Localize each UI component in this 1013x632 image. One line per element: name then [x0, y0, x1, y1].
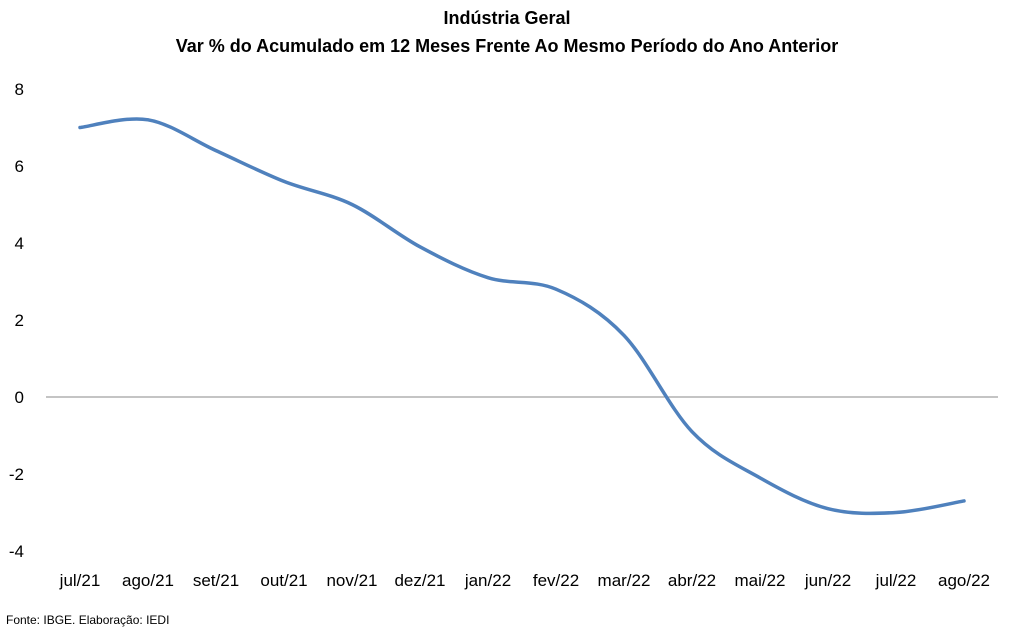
y-tick-label: 6 — [15, 157, 24, 176]
x-tick-label: set/21 — [193, 571, 239, 590]
data-point-nov-21 — [350, 203, 354, 206]
x-tick-label: ago/21 — [122, 571, 174, 590]
data-point-jul-22 — [894, 511, 898, 514]
data-point-ago-21 — [146, 118, 150, 122]
data-point-ago-22 — [962, 499, 966, 503]
y-tick-label: 2 — [15, 311, 24, 330]
data-point-out-21 — [282, 179, 286, 183]
data-point-fev-22 — [554, 287, 558, 291]
chart-subtitle: Var % do Acumulado em 12 Meses Frente Ao… — [176, 36, 838, 56]
data-point-jun-22 — [826, 507, 830, 511]
x-tick-label: ago/22 — [938, 571, 990, 590]
y-tick-label: 8 — [15, 80, 24, 99]
series-line — [78, 117, 966, 516]
x-axis: jul/21 ago/21 set/21 out/21 nov/21 dez/21 jan/… — [59, 571, 990, 590]
y-tick-label: -2 — [9, 465, 24, 484]
x-tick-label: dez/21 — [394, 571, 445, 590]
x-tick-label: abr/22 — [668, 571, 716, 590]
y-tick-label: -4 — [9, 542, 24, 561]
y-axis: 8 6 4 2 0 -2 -4 — [9, 80, 24, 561]
data-point-jul-21 — [78, 126, 82, 129]
data-point-set-21 — [214, 149, 218, 153]
data-point-mai-22 — [758, 476, 762, 480]
x-tick-label: jul/21 — [59, 571, 101, 590]
data-point-jan-22 — [486, 276, 490, 280]
data-point-abr-22 — [690, 430, 694, 434]
source-note: Fonte: IBGE. Elaboração: IEDI — [6, 613, 169, 627]
y-tick-label: 4 — [15, 234, 24, 253]
x-tick-label: nov/21 — [326, 571, 377, 590]
data-point-dez-21 — [418, 245, 422, 249]
x-tick-label: jan/22 — [464, 571, 511, 590]
data-point-mar-22 — [622, 333, 626, 337]
x-tick-label: mar/22 — [598, 571, 651, 590]
series-points — [78, 118, 966, 514]
x-tick-label: out/21 — [260, 571, 307, 590]
x-tick-label: jun/22 — [804, 571, 851, 590]
x-tick-label: fev/22 — [533, 571, 579, 590]
chart-title: Indústria Geral — [443, 8, 570, 28]
y-tick-label: 0 — [15, 388, 24, 407]
x-tick-label: mai/22 — [734, 571, 785, 590]
x-tick-label: jul/22 — [875, 571, 917, 590]
